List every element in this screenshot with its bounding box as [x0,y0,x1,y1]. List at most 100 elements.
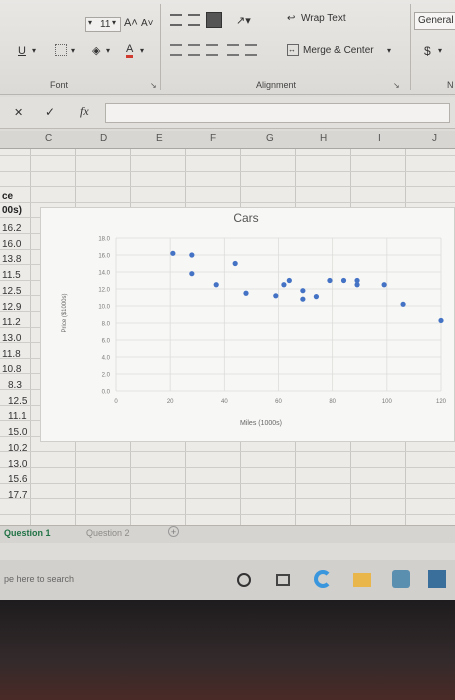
column-header-e[interactable]: E [156,133,163,144]
cell-price[interactable]: 11.8 [2,348,21,360]
column-header-g[interactable]: G [266,133,274,144]
borders-icon[interactable] [55,44,67,56]
orientation-icon[interactable]: ↗▾ [236,15,251,27]
y-tick-label: 14.0 [98,271,110,277]
grid-line [30,149,31,529]
merge-center-label: Merge & Center [303,45,374,56]
sheet-tab-question-2[interactable]: Question 2 [86,528,130,538]
align-right-icon[interactable] [206,44,218,56]
taskbar-search-input[interactable]: pe here to search [4,574,75,584]
taskbar: pe here to search [0,560,455,600]
align-center-icon[interactable] [188,44,200,56]
cell-price[interactable]: 13.0 [2,332,22,344]
grid-line [0,201,455,203]
font-size-select[interactable]: 11 ▾ [85,17,121,32]
cell-price[interactable]: 12.5 [2,285,22,297]
column-header-h[interactable]: H [320,133,328,144]
chevron-down-icon[interactable]: ▾ [140,46,145,55]
align-middle-icon[interactable] [188,14,200,26]
y-tick-label: 6.0 [102,339,111,345]
font-color-button[interactable]: A [126,43,134,58]
dialog-launcher-icon[interactable]: ↘ [393,81,400,90]
cell-price[interactable]: 12.9 [2,301,22,313]
column-b-header[interactable]: ce [2,191,14,202]
fill-color-icon[interactable]: ◈ [92,45,101,57]
column-header-c[interactable]: C [45,133,53,144]
column-header-i[interactable]: I [378,133,381,144]
column-header-j[interactable]: J [432,133,437,144]
align-left-icon[interactable] [170,44,182,56]
chevron-down-icon: ▾ [387,46,392,55]
align-bottom-icon[interactable] [206,12,222,28]
scatter-point [273,293,279,299]
add-sheet-button[interactable]: + [168,526,179,537]
decrease-indent-icon[interactable] [227,44,239,56]
cell-price[interactable]: 16.2 [2,223,22,234]
cell-price[interactable]: 15.6 [8,474,28,486]
y-tick-label: 18.0 [98,237,110,243]
edge-icon[interactable] [314,570,332,588]
store-icon[interactable] [392,570,410,588]
cell-price[interactable]: 11.5 [2,270,21,282]
chevron-down-icon[interactable]: ▾ [71,46,76,55]
dialog-launcher-icon[interactable]: ↘ [150,81,157,90]
currency-button[interactable]: $ [424,44,431,58]
grow-font-button[interactable]: A˄ [124,17,138,29]
scatter-point [189,271,195,277]
increase-indent-icon[interactable] [245,44,257,56]
cell-price[interactable]: 8.3 [8,380,22,391]
scatter-point [354,282,360,288]
wrap-text-icon: ↩ [287,13,296,24]
cell-price[interactable]: 13.0 [8,458,28,470]
underline-button[interactable]: U [18,45,26,57]
x-axis-ticks: 0 20 40 60 80 100 120 [114,399,446,405]
merge-center-button[interactable]: ↔ Merge & Center ▾ [287,44,407,60]
wrap-text-button[interactable]: ↩ Wrap Text [287,12,367,28]
cell-price[interactable]: 11.2 [2,317,21,329]
cell-price[interactable]: 15.0 [8,427,28,439]
align-top-icon[interactable] [170,14,182,26]
merge-icon: ↔ [287,44,299,56]
shrink-font-button[interactable]: A˅ [141,18,154,29]
cell-price[interactable]: 17.7 [8,489,28,501]
scatter-point [438,317,444,324]
cell-price[interactable]: 10.8 [2,364,22,376]
sheet-tab-question-1[interactable]: Question 1 [4,528,51,538]
grid-line [0,155,455,156]
number-format-select[interactable]: General [414,12,455,30]
cortana-icon[interactable] [237,573,251,587]
file-explorer-icon[interactable] [353,573,371,587]
formula-input[interactable] [105,103,450,123]
task-view-icon[interactable] [276,574,290,586]
chevron-down-icon[interactable]: ▾ [112,18,117,27]
y-axis-label: Price ($1000s) [62,293,68,332]
cell-price[interactable]: 10.2 [8,442,28,454]
scatter-chart[interactable]: Cars Miles (1000s) Price ($1000s) 0.0 2.0… [40,207,455,442]
cancel-icon[interactable]: ✕ [14,107,24,119]
cell-price[interactable]: 16.0 [2,238,22,250]
column-header-d[interactable]: D [100,133,108,144]
chevron-down-icon[interactable]: ▾ [32,46,37,55]
x-tick-label: 100 [382,399,393,405]
chevron-down-icon[interactable]: ▾ [106,46,111,55]
number-format-value: General [418,15,454,26]
enter-icon[interactable]: ✓ [45,105,56,119]
x-tick-label: 20 [167,399,174,405]
mail-icon[interactable] [428,570,446,588]
cell-price[interactable]: 13.8 [2,254,22,266]
scatter-point [340,277,347,284]
column-b-header[interactable]: 00s) [2,205,23,216]
cell-price[interactable]: 11.1 [8,411,27,423]
insert-function-icon[interactable]: fx [80,104,89,118]
y-axis-ticks: 0.0 2.0 4.0 6.0 8.0 10.0 12.0 14.0 16.0 18.0 [98,237,110,396]
column-header-f[interactable]: F [210,133,217,144]
wrap-text-label: Wrap Text [301,13,346,24]
y-tick-label: 12.0 [98,288,110,294]
ribbon-separator [410,4,411,90]
chevron-down-icon: ▾ [88,18,93,27]
cell-price[interactable]: 12.5 [8,395,28,407]
x-tick-label: 120 [436,399,447,405]
ribbon: 11 ▾ ▾ A˄ A˅ U ▾ ▾ ◈ ▾ A ▾ ↗▾ ↩ Wrap Tex… [0,0,455,95]
x-tick-label: 80 [329,399,336,405]
chevron-down-icon[interactable]: ▾ [438,46,443,55]
